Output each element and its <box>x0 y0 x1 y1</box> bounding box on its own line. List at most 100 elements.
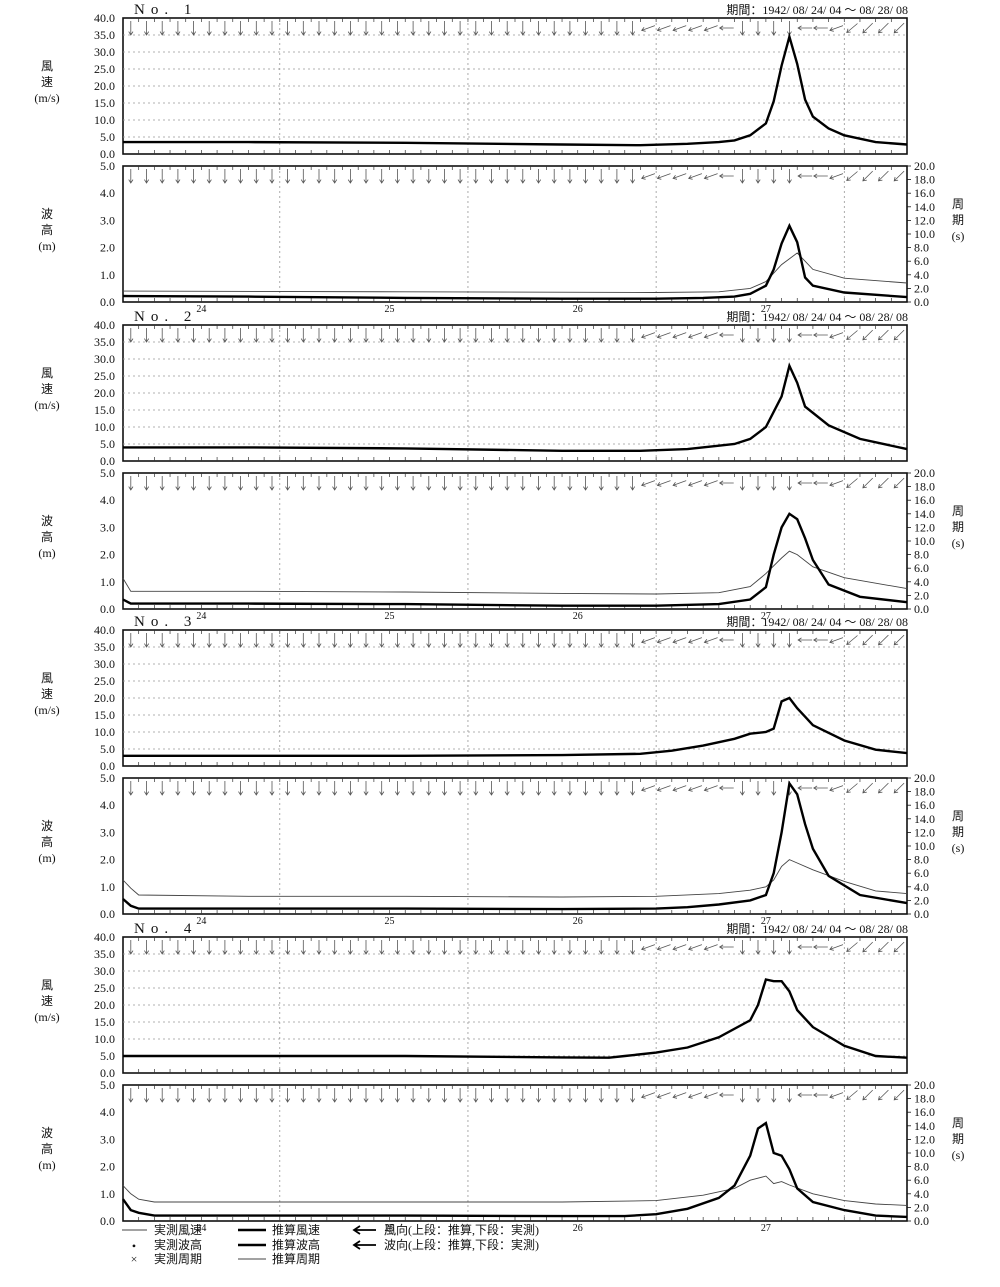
wind-direction-arrow <box>739 21 745 36</box>
period-axis-label: 周 <box>952 1116 964 1130</box>
wind-axis-label: 速 <box>41 382 53 396</box>
wave-direction-arrow <box>672 1092 687 1099</box>
wave-direction-arrow <box>347 476 353 491</box>
period-tick-label: 12.0 <box>914 213 935 227</box>
wind-direction-arrow <box>893 329 905 341</box>
wave-direction-arrow <box>846 783 858 793</box>
period-axis-label: 期 <box>952 213 964 227</box>
wind-direction-arrow <box>175 633 181 648</box>
wind-direction-arrow <box>797 944 813 950</box>
wind-direction-arrow <box>656 25 671 32</box>
period-tick-label: 4.0 <box>914 880 929 894</box>
wind-direction-arrow <box>630 328 636 343</box>
period-tick-label: 20.0 <box>914 466 935 480</box>
wave-direction-arrow <box>703 1092 718 1099</box>
wave-direction-arrow <box>426 781 432 796</box>
day-tick-label: 26 <box>573 916 583 927</box>
wave-direction-arrow <box>614 1088 620 1103</box>
wind-direction-arrow <box>813 25 828 31</box>
period-tick-label: 6.0 <box>914 254 929 268</box>
wave-direction-arrow <box>316 781 322 796</box>
wave-direction-arrow <box>614 781 620 796</box>
wave-direction-arrow <box>191 781 197 796</box>
period-axis-label: 周 <box>952 809 964 823</box>
wind-direction-arrow <box>583 21 589 36</box>
wave-direction-arrow <box>551 1088 557 1103</box>
calc-wave-period-line <box>122 252 908 293</box>
wind-tick-label: 0.0 <box>100 759 115 773</box>
wave-direction-arrow <box>656 173 671 180</box>
wave-tick-label: 5.0 <box>100 466 115 480</box>
wave-direction-arrow <box>222 476 228 491</box>
wind-direction-arrow <box>718 637 734 643</box>
wind-direction-arrow <box>862 329 873 341</box>
wind-direction-arrow <box>630 940 636 955</box>
wind-direction-arrow <box>551 328 557 343</box>
period-tick-label: 12.0 <box>914 520 935 534</box>
period-tick-label: 6.0 <box>914 1173 929 1187</box>
wave-direction-arrow <box>846 1090 858 1100</box>
wind-direction-arrow <box>641 637 656 644</box>
wave-direction-arrow <box>583 476 589 491</box>
wind-direction-arrow <box>786 940 792 955</box>
period-tick-label: 16.0 <box>914 186 935 200</box>
wind-direction-arrow <box>191 940 197 955</box>
wave-direction-arrow <box>755 476 761 491</box>
wave-direction-arrow <box>813 785 828 791</box>
wind-direction-arrow <box>159 633 165 648</box>
period-axis-label: 期 <box>952 825 964 839</box>
wind-direction-arrow <box>536 940 542 955</box>
period-tick-label: 2.0 <box>914 281 929 295</box>
wave-direction-arrow <box>457 1088 463 1103</box>
wind-tick-label: 20.0 <box>94 386 115 400</box>
wave-direction-arrow <box>316 476 322 491</box>
wave-direction-arrow <box>846 171 858 181</box>
wind-direction-arrow <box>332 940 338 955</box>
period-tick-label: 10.0 <box>914 1146 935 1160</box>
wind-direction-arrow <box>457 633 463 648</box>
wave-direction-arrow <box>253 781 259 796</box>
wind-direction-arrow <box>862 941 873 953</box>
wind-direction-arrow <box>641 332 656 339</box>
wind-tick-label: 40.0 <box>94 11 115 25</box>
period-axis-label: 周 <box>952 197 964 211</box>
day-tick-label: 24 <box>196 304 206 315</box>
wave-plot-frame <box>122 165 908 303</box>
period-tick-label: 8.0 <box>914 241 929 255</box>
day-tick-label: 25 <box>385 916 395 927</box>
wave-direction-arrow <box>144 476 150 491</box>
wave-direction-arrow <box>128 476 134 491</box>
wind-direction-arrow <box>363 21 369 36</box>
period-text: 期間：1942/ 08/ 24/ 04 ～ 08/ 28/ 08 <box>726 310 908 324</box>
wind-direction-arrow <box>191 328 197 343</box>
day-tick-label: 27 <box>761 611 771 622</box>
wind-direction-arrow <box>846 635 858 645</box>
wind-direction-arrow <box>128 940 134 955</box>
wave-tick-label: 2.0 <box>100 1160 115 1174</box>
wind-direction-arrow <box>175 940 181 955</box>
wind-direction-arrow <box>285 633 291 648</box>
station-title: No. 2 <box>134 309 197 325</box>
wave-direction-arrow <box>687 480 703 487</box>
wave-tick-label: 4.0 <box>100 493 115 507</box>
wave-direction-arrow <box>755 1088 761 1103</box>
wind-direction-arrow <box>128 21 134 36</box>
period-tick-label: 14.0 <box>914 507 935 521</box>
wind-direction-arrow <box>614 633 620 648</box>
wave-direction-arrow <box>300 1088 306 1103</box>
wind-axis-label: (m/s) <box>34 91 59 105</box>
wave-direction-arrow <box>718 1092 734 1098</box>
wave-direction-arrow <box>862 170 873 182</box>
wind-tick-label: 5.0 <box>100 437 115 451</box>
wind-axis-label: 速 <box>41 994 53 1008</box>
wind-tick-label: 5.0 <box>100 130 115 144</box>
wave-direction-arrow <box>206 169 212 184</box>
wave-direction-arrow <box>347 1088 353 1103</box>
wave-direction-arrow <box>797 480 813 486</box>
wind-direction-arrow <box>641 944 656 951</box>
legend-arrow-icon <box>352 1225 376 1235</box>
wave-direction-arrow <box>191 169 197 184</box>
wind-direction-arrow <box>504 940 510 955</box>
wave-direction-arrow <box>253 169 259 184</box>
wind-tick-label: 15.0 <box>94 403 115 417</box>
